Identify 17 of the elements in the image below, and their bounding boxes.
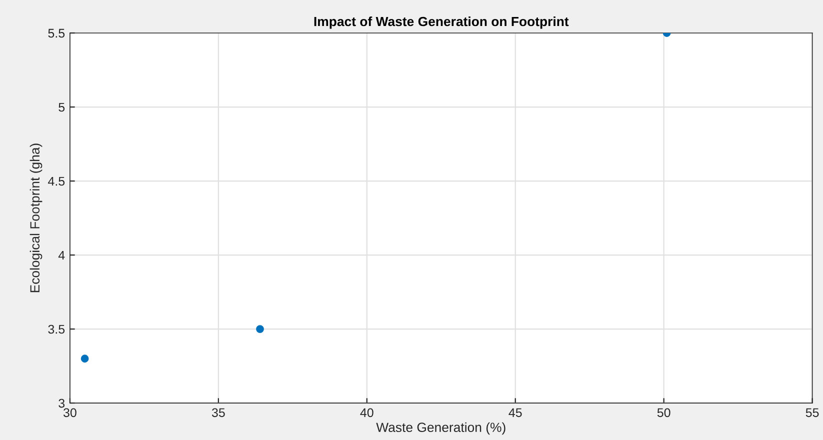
x-tick-label: 50 [657, 408, 670, 418]
chart-title: Impact of Waste Generation on Footprint [314, 16, 569, 29]
point [256, 325, 264, 333]
y-axis-title: Ecological Footprint (gha) [30, 144, 42, 292]
y-tick-label: 3.5 [48, 324, 65, 334]
y-tick-label: 3 [58, 398, 65, 408]
y-tick-label: 4 [58, 250, 65, 260]
x-tick-label: 30 [63, 408, 76, 418]
x-tick-label: 35 [212, 408, 225, 418]
x-tick-label: 40 [360, 408, 374, 418]
x-tick-label: 45 [508, 408, 522, 418]
y-tick-label: 4.5 [48, 176, 65, 186]
x-axis-title: Waste Generation (%) [376, 422, 506, 435]
y-tick-label: 5 [58, 102, 65, 112]
y-tick-label: 5.5 [48, 28, 65, 38]
x-tick-label: 55 [806, 408, 819, 418]
point [80, 354, 89, 363]
